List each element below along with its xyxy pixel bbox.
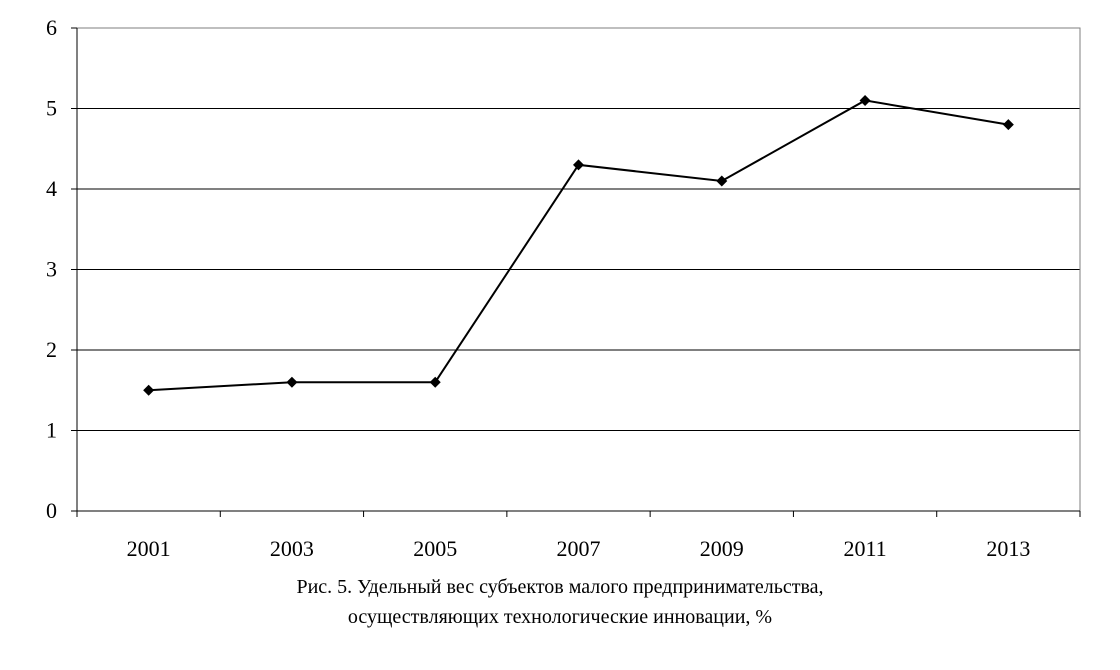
x-tick-label-2005: 2005 <box>413 536 457 560</box>
y-tick-label-3: 3 <box>46 257 57 282</box>
data-point-2011 <box>859 94 871 106</box>
x-tick-label-2009: 2009 <box>700 536 744 560</box>
y-tick-label-5: 5 <box>46 96 57 121</box>
data-point-2009 <box>716 175 728 187</box>
y-axis-ticks: 0 1 2 3 4 5 6 <box>46 15 77 523</box>
gridlines <box>77 108 1080 431</box>
x-tick-label-2011: 2011 <box>843 536 886 560</box>
data-point-2003 <box>286 376 298 388</box>
data-point-2007 <box>573 159 584 171</box>
x-tick-label-2003: 2003 <box>270 536 314 560</box>
y-tick-label-6: 6 <box>46 15 57 40</box>
y-tick-label-0: 0 <box>46 498 57 523</box>
caption-line-1: Рис. 5. Удельный вес субъектов малого пр… <box>296 576 824 598</box>
data-series <box>143 94 1014 396</box>
data-point-2001 <box>143 384 155 396</box>
x-axis-ticks: 2001 2003 2005 2007 2009 2011 2013 <box>76 511 1081 560</box>
y-tick-label-1: 1 <box>46 418 57 443</box>
x-tick-label-2007: 2007 <box>557 536 601 560</box>
x-tick-label-2001: 2001 <box>127 536 171 560</box>
y-tick-label-2: 2 <box>46 337 57 362</box>
line-chart: 0 1 2 3 4 5 6 2001 2003 2005 2007 2009 2011 2013 <box>46 15 1081 560</box>
y-tick-label-4: 4 <box>46 176 57 201</box>
figure-caption: Рис. 5. Удельный вес субъектов малого пр… <box>0 572 1120 632</box>
data-point-2005 <box>429 376 441 388</box>
caption-line-2: осуществляющих технологические инновации… <box>347 606 773 628</box>
data-point-2013 <box>1002 119 1014 131</box>
series-line-0 <box>148 99 1009 392</box>
x-tick-label-2013: 2013 <box>986 536 1030 560</box>
